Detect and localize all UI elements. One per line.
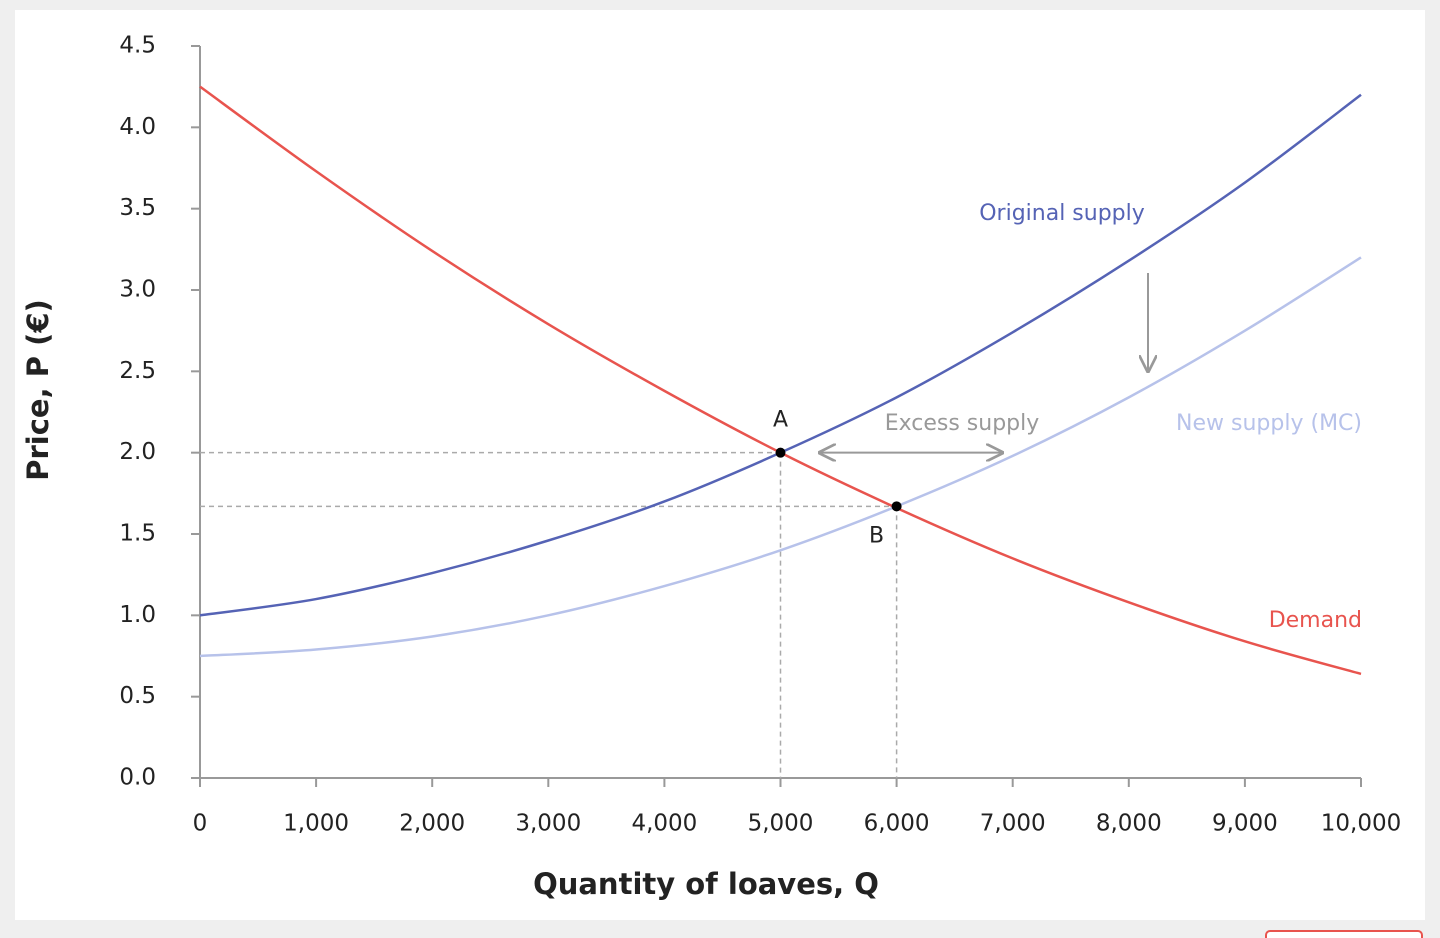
- panel: [15, 10, 1425, 920]
- y-tick-label: 3.5: [119, 195, 156, 221]
- x-tick-label: 0: [193, 811, 208, 837]
- x-tick-label: 3,000: [515, 811, 581, 837]
- x-tick-label: 9,000: [1212, 811, 1278, 837]
- y-tick-label: 2.0: [119, 439, 156, 465]
- x-tick-label: 1,000: [283, 811, 349, 837]
- x-tick-label: 2,000: [399, 811, 465, 837]
- y-axis-label: Price, P (€): [21, 299, 55, 481]
- y-tick-label: 4.0: [119, 114, 156, 140]
- point-label: B: [869, 523, 884, 548]
- series-line: [199, 93, 1362, 617]
- y-tick-label: 1.0: [119, 602, 156, 628]
- y-tick-label: 3.0: [119, 277, 156, 303]
- button[interactable]: [1265, 930, 1423, 938]
- annotation: Excess supply: [885, 411, 1040, 436]
- y-tick-label: 0.0: [119, 765, 156, 791]
- y-tick-label: 2.5: [119, 358, 156, 384]
- x-tick-label: 4,000: [631, 811, 697, 837]
- x-tick-label: 7,000: [980, 811, 1046, 837]
- y-tick-label: 1.5: [119, 521, 156, 547]
- point: [775, 447, 786, 458]
- x-tick-label: 6,000: [864, 811, 930, 837]
- series-label: Original supply: [979, 201, 1145, 226]
- x-tick-label: 10,000: [1321, 811, 1401, 837]
- y-tick-label: 4.5: [119, 33, 156, 59]
- series-label: Demand: [1269, 608, 1362, 633]
- y-tick-label: 0.5: [119, 683, 156, 709]
- point: [891, 501, 902, 512]
- x-tick-label: 8,000: [1096, 811, 1162, 837]
- x-tick-label: 5,000: [748, 811, 814, 837]
- series-line: [199, 256, 1362, 658]
- point-label: A: [773, 408, 788, 433]
- x-axis-label: Quantity of loaves, Q: [533, 867, 879, 901]
- series-label: New supply (MC): [1176, 411, 1362, 436]
